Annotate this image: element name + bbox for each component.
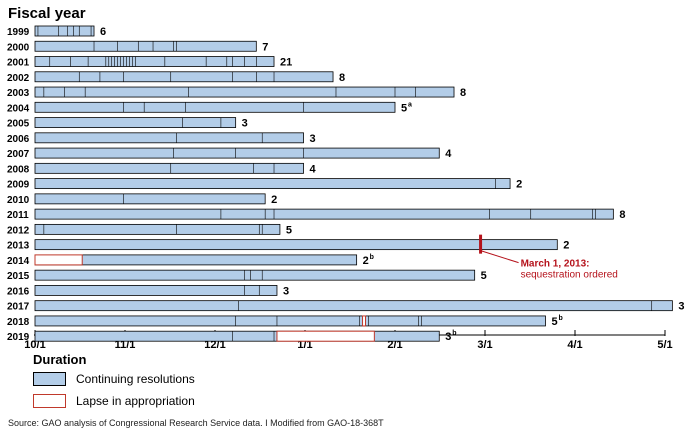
year-label: 2000 [7, 42, 30, 53]
cr-count-label: 3 [445, 331, 451, 343]
cr-count-label: 4 [310, 163, 317, 175]
cr-count-label: 8 [339, 72, 345, 84]
source-note: Source: GAO analysis of Congressional Re… [8, 418, 384, 428]
cr-bar [34, 193, 266, 205]
year-label: 2017 [7, 302, 30, 313]
cr-bar [34, 285, 278, 296]
year-label: 2014 [7, 256, 30, 267]
cr-count-label: 3 [283, 285, 289, 297]
cr-bar [34, 147, 440, 159]
cr-count-label: 6 [100, 26, 106, 38]
cr-bar [34, 25, 95, 37]
lapse-segment [34, 254, 83, 266]
cr-bar [34, 71, 334, 83]
year-label: 2013 [7, 241, 30, 252]
x-tick-label: 4/1 [567, 339, 582, 350]
legend-label-lapse: Lapse in appropriation [76, 394, 195, 408]
year-label: 2010 [7, 195, 30, 206]
year-label: 2018 [7, 317, 30, 328]
year-label: 2016 [7, 286, 30, 297]
annotation-line-2: sequestration ordered [521, 270, 618, 281]
footnote-marker: a [408, 101, 412, 108]
cr-count-label: 4 [445, 148, 452, 160]
cr-count-label: 5 [551, 316, 557, 328]
cr-duration-chart: 10/1 11/1 12/1 1/1 2/1 3/1 4/1 5/1 1999 6 2000 7 200… [7, 25, 685, 350]
cr-count-label: 7 [262, 41, 268, 53]
annotation-line-1: March 1, 2013: [521, 259, 590, 270]
legend-item-lapse: Lapse in appropriation [33, 394, 195, 408]
cr-count-label: 5 [286, 224, 292, 236]
cr-bar [34, 239, 558, 251]
cr-bar [34, 132, 304, 144]
cr-bar [34, 117, 237, 128]
year-label: 2012 [7, 225, 30, 236]
footnote-marker: b [452, 330, 456, 337]
cr-bar [34, 300, 673, 312]
cr-bar [34, 162, 304, 174]
year-label: 2009 [7, 180, 30, 191]
x-tick-label: 12/1 [204, 339, 225, 350]
cr-count-label: 21 [280, 57, 292, 69]
year-label: 2001 [7, 58, 30, 69]
legend-swatch-cr [33, 372, 66, 386]
cr-bar [34, 269, 476, 281]
year-label: 2007 [7, 149, 30, 160]
cr-bar [34, 330, 440, 342]
cr-count-label: 8 [619, 209, 625, 221]
year-label: 1999 [7, 27, 30, 38]
year-label: 2019 [7, 332, 30, 343]
x-tick-label: 5/1 [657, 339, 672, 350]
footnote-marker: b [558, 315, 562, 322]
cr-count-label: 3 [678, 301, 684, 313]
x-tick-label: 11/1 [115, 339, 136, 350]
cr-count-label: 2 [516, 179, 522, 191]
footnote-marker: b [370, 254, 374, 261]
cr-bar [34, 40, 257, 52]
lapse-segment [362, 315, 366, 327]
year-label: 2011 [7, 210, 29, 221]
cr-count-label: 5 [401, 102, 407, 114]
legend-title: Duration [33, 352, 87, 367]
chart-title: Fiscal year [8, 5, 86, 22]
cr-count-label: 2 [563, 240, 569, 252]
cr-count-label: 2 [363, 255, 369, 267]
legend-item-cr: Continuing resolutions [33, 372, 195, 386]
cr-count-label: 3 [242, 118, 248, 130]
cr-bar [34, 178, 511, 190]
cr-bar [34, 208, 614, 220]
x-tick-label: 1/1 [297, 339, 312, 350]
year-label: 2004 [7, 103, 30, 114]
year-label: 2003 [7, 88, 30, 99]
cr-bar [34, 223, 281, 235]
x-tick-label: 2/1 [387, 339, 402, 350]
cr-bar [34, 101, 396, 113]
cr-bar [34, 86, 455, 98]
cr-count-label: 3 [310, 133, 316, 145]
year-label: 2015 [7, 271, 30, 282]
year-label: 2005 [7, 119, 30, 130]
x-tick-label: 10/1 [24, 339, 45, 350]
legend-label-cr: Continuing resolutions [76, 372, 195, 386]
cr-count-label: 2 [271, 194, 277, 206]
year-label: 2008 [7, 164, 30, 175]
x-tick-label: 3/1 [477, 339, 492, 350]
cr-bar [34, 254, 358, 266]
annotation-leader [480, 250, 519, 264]
legend-swatch-lapse [33, 394, 66, 408]
year-label: 2006 [7, 134, 30, 145]
lapse-segment [276, 330, 375, 342]
year-label: 2002 [7, 73, 30, 84]
cr-bar [34, 56, 275, 67]
cr-bar [34, 315, 546, 327]
cr-count-label: 8 [460, 87, 466, 99]
cr-count-label: 5 [481, 270, 487, 282]
